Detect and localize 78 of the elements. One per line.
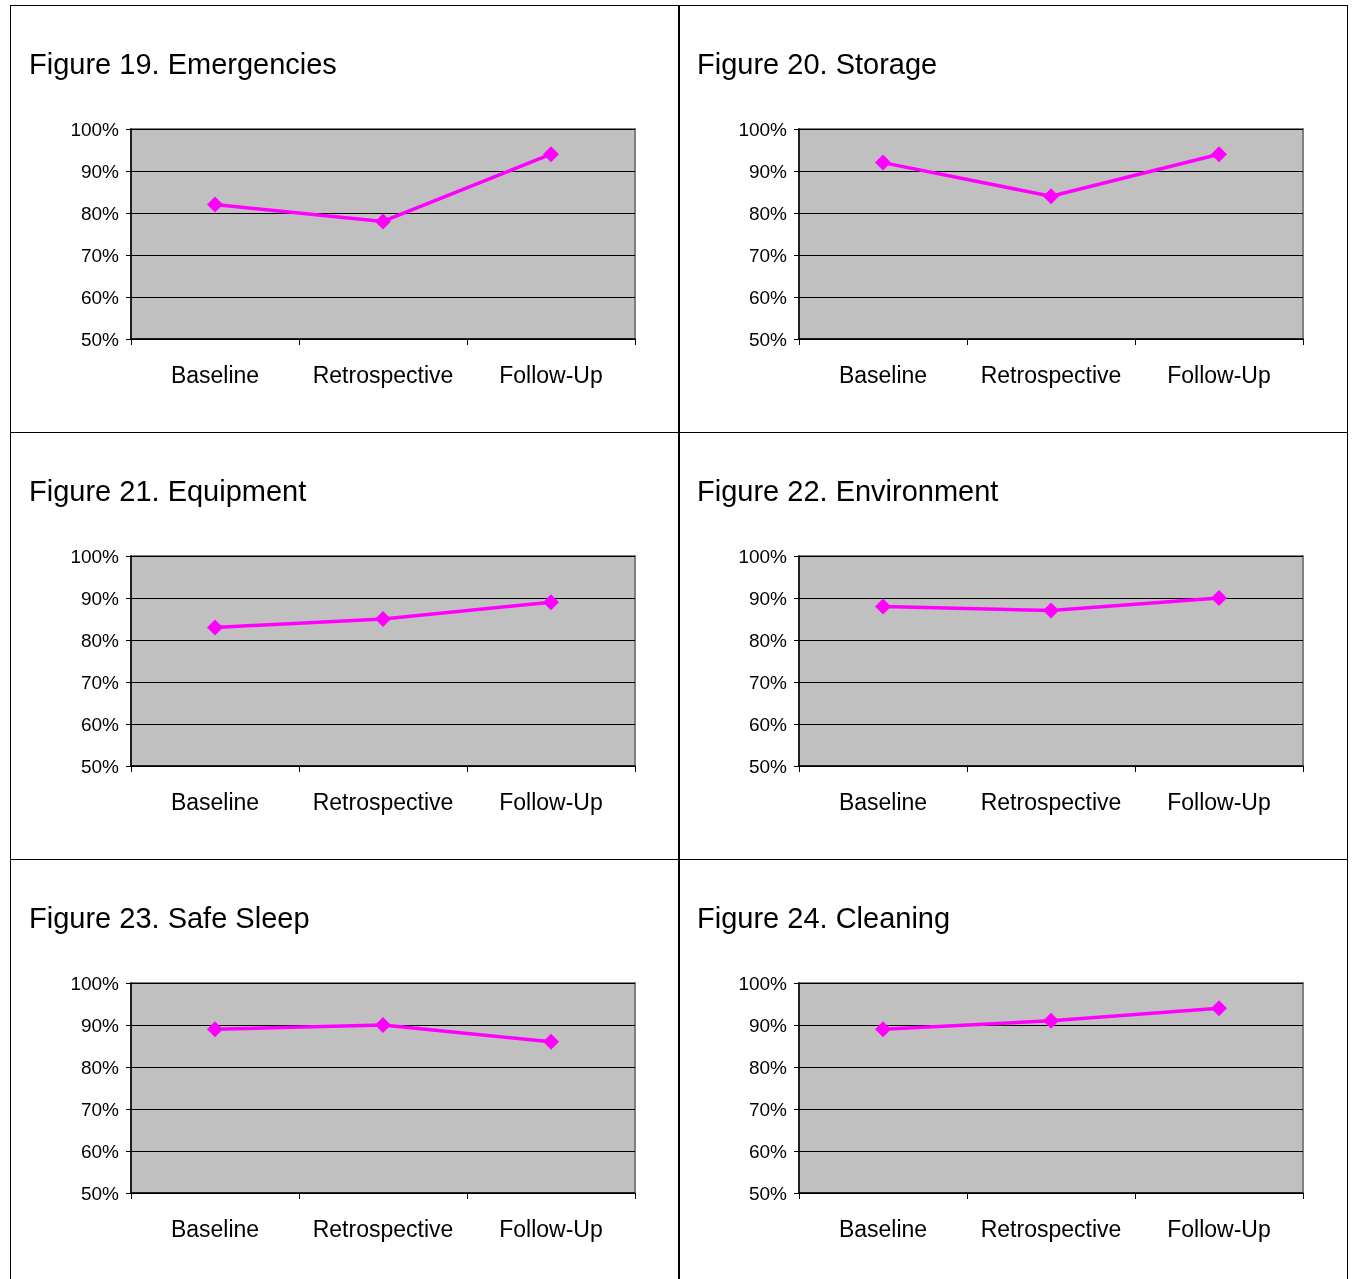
- x-tick-label: Follow-Up: [1167, 1215, 1271, 1242]
- y-tick-label: 100%: [70, 972, 120, 994]
- y-tick-label: 60%: [80, 713, 120, 735]
- point: [375, 611, 391, 627]
- y-tick-label: 50%: [80, 1182, 120, 1204]
- y-tick-label: 80%: [748, 202, 788, 224]
- y-tick-label: 80%: [80, 202, 120, 224]
- point: [1211, 590, 1227, 606]
- chart-title: Figure 22. Environment: [697, 474, 999, 507]
- point: [1043, 188, 1059, 205]
- point: [1211, 1000, 1227, 1017]
- point: [1211, 146, 1227, 163]
- y-tick-label: 90%: [80, 160, 120, 182]
- point: [875, 1021, 891, 1038]
- y-tick-label: 90%: [748, 587, 788, 609]
- chart-title: Figure 24. Cleaning: [697, 901, 951, 934]
- chart-title: Figure 23. Safe Sleep: [29, 901, 310, 934]
- point: [375, 213, 391, 230]
- y-tick-label: 80%: [80, 629, 120, 651]
- y-tick-label: 60%: [80, 1140, 120, 1162]
- x-tick-label: Baseline: [170, 361, 260, 388]
- x-tick-label: Baseline: [170, 788, 260, 815]
- x-tick-label: Retrospective: [980, 788, 1122, 815]
- x-tick-label: Baseline: [838, 1215, 928, 1242]
- y-tick-label: 80%: [748, 629, 788, 651]
- x-tick-label: Follow-Up: [499, 788, 603, 815]
- y-tick-label: 70%: [80, 671, 120, 693]
- x-tick-label: Follow-Up: [1167, 361, 1271, 388]
- x-tick-label: Retrospective: [980, 1215, 1122, 1242]
- y-tick-label: 70%: [80, 1098, 120, 1120]
- y-tick-label: 80%: [748, 1056, 788, 1078]
- y-tick-label: 50%: [80, 328, 120, 350]
- chart-title: Figure 21. Equipment: [29, 474, 307, 507]
- y-tick-label: 100%: [70, 118, 120, 140]
- x-tick-label: Baseline: [170, 1215, 260, 1242]
- x-tick-label: Follow-Up: [499, 1215, 603, 1242]
- x-tick-label: Retrospective: [312, 1215, 454, 1242]
- point: [875, 154, 891, 171]
- y-tick-label: 70%: [748, 244, 788, 266]
- x-tick-label: Baseline: [838, 788, 928, 815]
- point: [1043, 1012, 1059, 1029]
- point: [207, 1021, 223, 1038]
- x-tick-label: Baseline: [838, 361, 928, 388]
- chart-title: Figure 20. Storage: [697, 47, 938, 80]
- y-tick-label: 100%: [738, 545, 788, 567]
- y-tick-label: 80%: [80, 1056, 120, 1078]
- point: [207, 619, 223, 636]
- y-tick-label: 90%: [80, 587, 120, 609]
- x-tick-label: Retrospective: [980, 361, 1122, 388]
- y-tick-label: 70%: [80, 244, 120, 266]
- y-tick-label: 100%: [738, 972, 788, 994]
- y-tick-label: 50%: [748, 755, 788, 777]
- y-tick-label: 70%: [748, 1098, 788, 1120]
- point: [543, 1033, 559, 1050]
- x-tick-label: Retrospective: [312, 361, 454, 388]
- y-tick-label: 100%: [738, 118, 788, 140]
- y-tick-label: 50%: [80, 755, 120, 777]
- y-tick-label: 60%: [748, 1140, 788, 1162]
- point: [543, 146, 559, 163]
- y-tick-label: 100%: [70, 545, 120, 567]
- x-tick-label: Follow-Up: [499, 361, 603, 388]
- y-tick-label: 70%: [748, 671, 788, 693]
- y-tick-label: 60%: [80, 286, 120, 308]
- point: [875, 598, 891, 615]
- y-tick-label: 50%: [748, 1182, 788, 1204]
- point: [1043, 602, 1059, 619]
- y-tick-label: 90%: [748, 160, 788, 182]
- chart-title: Figure 19. Emergencies: [29, 47, 337, 80]
- point: [207, 196, 223, 213]
- x-tick-label: Follow-Up: [1167, 788, 1271, 815]
- y-tick-label: 90%: [80, 1014, 120, 1036]
- y-tick-label: 50%: [748, 328, 788, 350]
- y-tick-label: 90%: [748, 1014, 788, 1036]
- point: [543, 594, 559, 611]
- x-tick-label: Retrospective: [312, 788, 454, 815]
- point: [375, 1017, 391, 1033]
- y-tick-label: 60%: [748, 286, 788, 308]
- y-tick-label: 60%: [748, 713, 788, 735]
